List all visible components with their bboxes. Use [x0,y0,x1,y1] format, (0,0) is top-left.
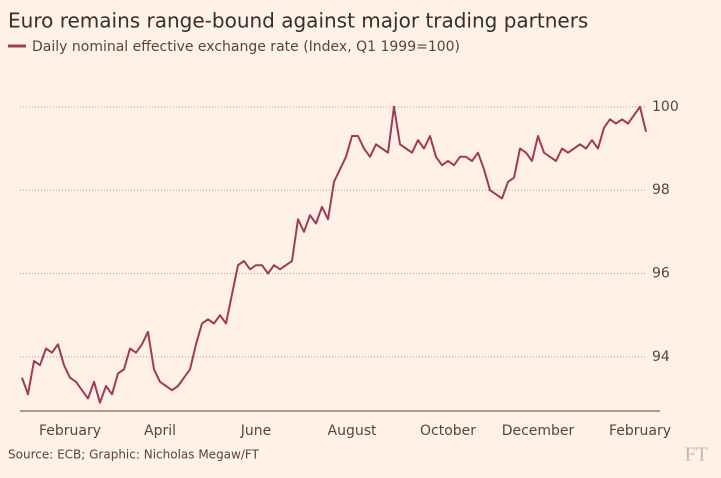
chart-title: Euro remains range-bound against major t… [8,9,588,33]
x-tick-label: February [39,423,101,439]
line [21,105,647,404]
x-tick-label: June [240,423,272,439]
x-tick-label: April [144,423,176,439]
legend-label: Daily nominal effective exchange rate (I… [32,39,460,55]
y-tick-label: 96 [652,266,670,282]
x-tick-label: October [420,423,476,439]
y-tick-label: 94 [652,349,670,365]
y-tick-label: 98 [652,182,670,198]
x-tick-label: February [609,423,671,439]
y-tick-label: 100 [652,99,679,115]
x-tick-label: December [502,423,575,439]
logo: FT [685,444,708,466]
source: Source: ECB; Graphic: Nicholas Megaw/FT [8,448,260,462]
x-tick-label: August [328,423,378,439]
